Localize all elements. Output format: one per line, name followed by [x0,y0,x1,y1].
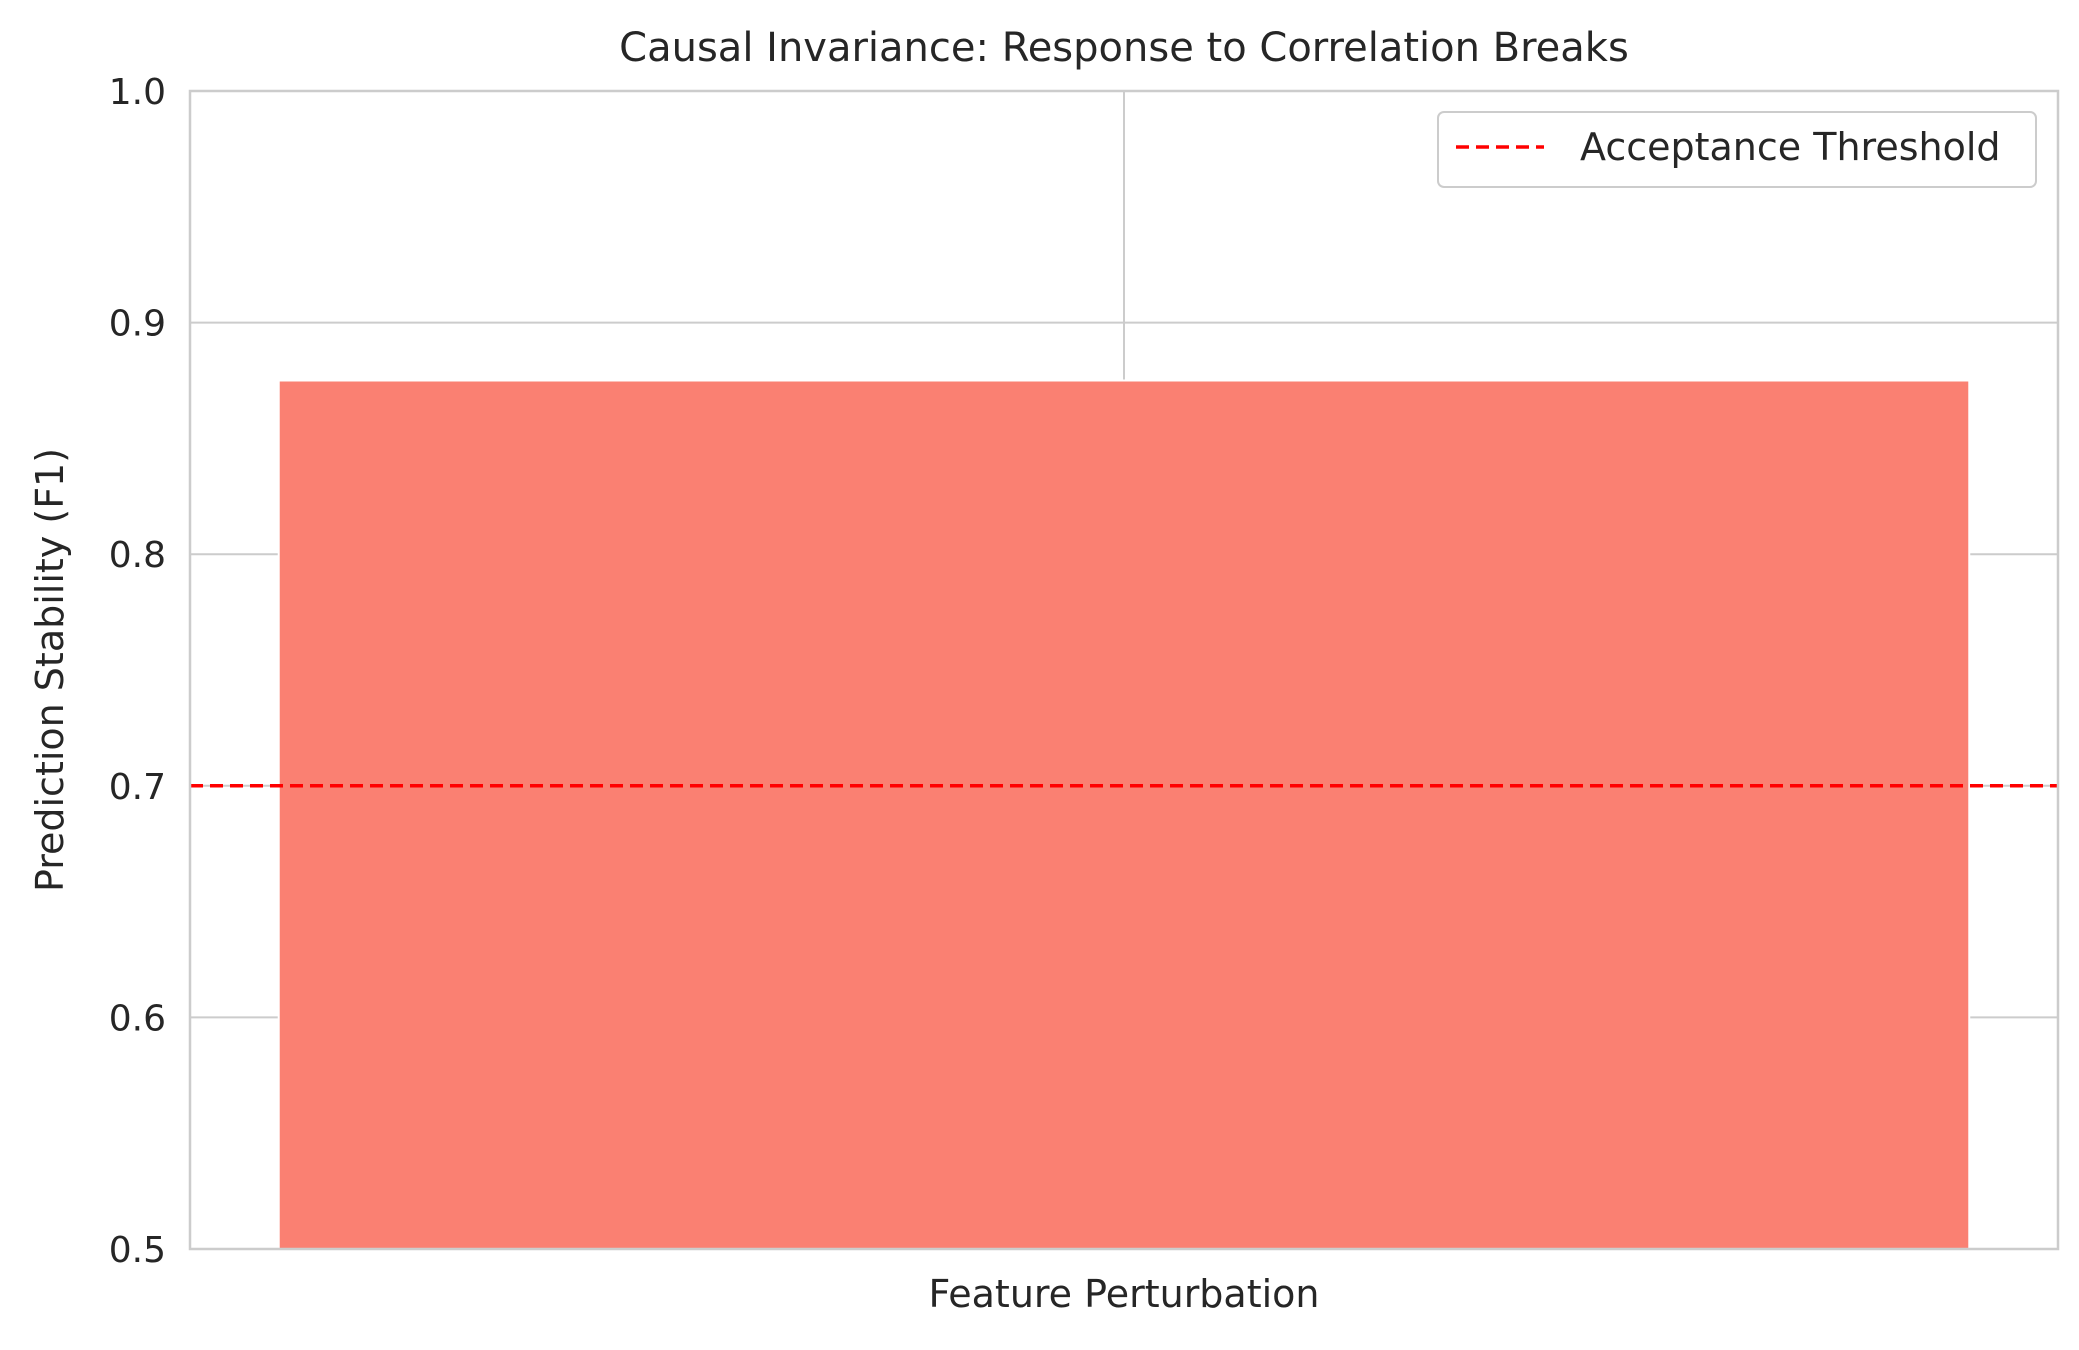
y-tick-label: 0.8 [109,535,166,576]
y-tick-label: 0.9 [109,304,166,345]
legend: Acceptance Threshold [1437,111,2037,188]
plot-frame [188,89,2060,1251]
x-axis-ticks: Feature Perturbation [928,1272,1319,1316]
y-tick-label: 0.6 [109,998,166,1039]
x-tick-label: Feature Perturbation [928,1272,1319,1316]
legend-frame [1437,111,2037,188]
y-tick-label: 0.7 [109,767,166,808]
y-tick-label: 0.5 [109,1230,166,1271]
legend-threshold-label: Acceptance Threshold [1580,125,2001,169]
bar [277,379,1971,1250]
chart-title: Causal Invariance: Response to Correlati… [619,25,1629,71]
bars [277,379,1971,1250]
y-tick-label: 1.0 [109,72,166,113]
y-axis-label: Prediction Stability (F1) [28,448,72,892]
y-axis-ticks: 0.5 0.6 0.7 0.8 0.9 1.0 [109,72,166,1271]
